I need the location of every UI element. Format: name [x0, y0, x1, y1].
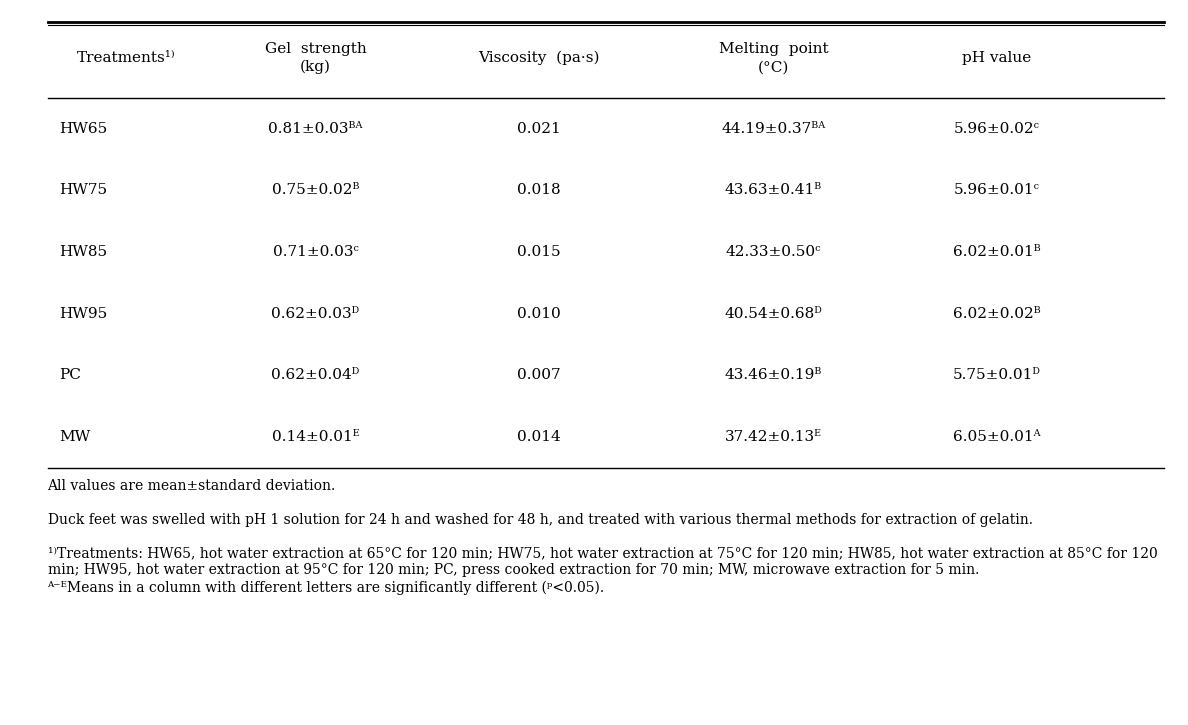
Text: MW: MW [59, 430, 90, 444]
Text: HW85: HW85 [59, 245, 108, 259]
Text: PC: PC [59, 368, 81, 382]
Text: 0.14±0.01ᴱ: 0.14±0.01ᴱ [272, 430, 360, 444]
Text: Gel  strength
(kg): Gel strength (kg) [265, 41, 366, 75]
Text: 0.021: 0.021 [517, 122, 561, 136]
Text: HW65: HW65 [59, 122, 108, 136]
Text: 6.02±0.02ᴮ: 6.02±0.02ᴮ [953, 307, 1041, 320]
Text: 40.54±0.68ᴰ: 40.54±0.68ᴰ [725, 307, 822, 320]
Text: 0.62±0.04ᴰ: 0.62±0.04ᴰ [271, 368, 360, 382]
Text: 43.46±0.19ᴮ: 43.46±0.19ᴮ [725, 368, 822, 382]
Text: ᴬ⁻ᴱMeans in a column with different letters are significantly different (ᵖ<0.05): ᴬ⁻ᴱMeans in a column with different lett… [48, 581, 605, 595]
Text: 0.015: 0.015 [517, 245, 561, 259]
Text: 5.96±0.01ᶜ: 5.96±0.01ᶜ [954, 183, 1040, 197]
Text: Melting  point
(°C): Melting point (°C) [719, 42, 828, 74]
Text: 0.014: 0.014 [517, 430, 561, 444]
Text: 0.018: 0.018 [517, 183, 561, 197]
Text: Treatments¹⁾: Treatments¹⁾ [76, 51, 175, 65]
Text: HW75: HW75 [59, 183, 108, 197]
Text: All values are mean±standard deviation.: All values are mean±standard deviation. [48, 478, 336, 492]
Text: ¹⁾Treatments: HW65, hot water extraction at 65°C for 120 min; HW75, hot water ex: ¹⁾Treatments: HW65, hot water extraction… [48, 547, 1157, 577]
Text: Duck feet was swelled with pH 1 solution for 24 h and washed for 48 h, and treat: Duck feet was swelled with pH 1 solution… [48, 513, 1032, 526]
Text: 37.42±0.13ᴱ: 37.42±0.13ᴱ [725, 430, 822, 444]
Text: 0.71±0.03ᶜ: 0.71±0.03ᶜ [273, 245, 359, 259]
Text: 0.010: 0.010 [517, 307, 561, 320]
Text: 0.62±0.03ᴰ: 0.62±0.03ᴰ [271, 307, 360, 320]
Text: 0.007: 0.007 [517, 368, 561, 382]
Text: 6.05±0.01ᴬ: 6.05±0.01ᴬ [953, 430, 1041, 444]
Text: HW95: HW95 [59, 307, 108, 320]
Text: Viscosity  (pa·s): Viscosity (pa·s) [478, 51, 600, 65]
Text: 6.02±0.01ᴮ: 6.02±0.01ᴮ [953, 245, 1041, 259]
Text: 44.19±0.37ᴮᴬ: 44.19±0.37ᴮᴬ [721, 122, 826, 136]
Text: 43.63±0.41ᴮ: 43.63±0.41ᴮ [725, 183, 822, 197]
Text: 42.33±0.50ᶜ: 42.33±0.50ᶜ [726, 245, 821, 259]
Text: 5.96±0.02ᶜ: 5.96±0.02ᶜ [954, 122, 1040, 136]
Text: pH value: pH value [962, 51, 1031, 65]
Text: 0.81±0.03ᴮᴬ: 0.81±0.03ᴮᴬ [268, 122, 362, 136]
Text: 0.75±0.02ᴮ: 0.75±0.02ᴮ [272, 183, 359, 197]
Text: 5.75±0.01ᴰ: 5.75±0.01ᴰ [953, 368, 1041, 382]
